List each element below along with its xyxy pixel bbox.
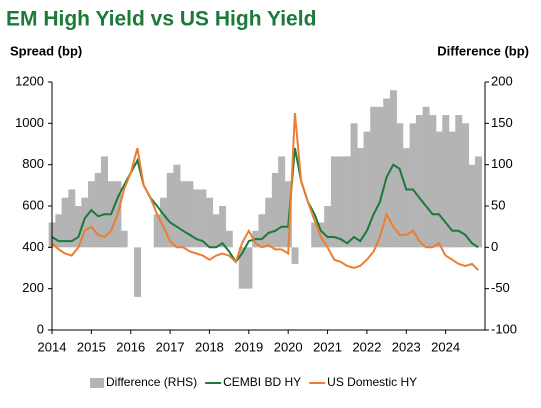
y2-tick-label: 0 <box>491 239 498 254</box>
legend-swatch <box>90 378 104 388</box>
chart-title: EM High Yield vs US High Yield <box>6 8 316 31</box>
y2-tick-label: -50 <box>491 280 510 295</box>
difference-bar <box>55 214 63 248</box>
difference-bar <box>271 172 279 248</box>
difference-bar <box>402 148 410 248</box>
difference-bar <box>134 247 142 297</box>
x-tick-label: 2018 <box>195 339 224 354</box>
difference-bar <box>324 206 332 248</box>
difference-bar <box>343 156 351 248</box>
difference-bar <box>337 156 345 248</box>
difference-bar <box>94 172 102 248</box>
difference-bar <box>409 123 417 248</box>
difference-bar <box>396 123 404 248</box>
difference-bar <box>461 123 469 248</box>
difference-bar <box>415 115 423 248</box>
difference-bar <box>186 181 194 248</box>
difference-bar <box>88 181 96 248</box>
x-tick-label: 2015 <box>77 339 106 354</box>
difference-bar <box>101 156 108 248</box>
x-tick-label: 2024 <box>431 339 460 354</box>
difference-bar <box>120 230 128 248</box>
series-line <box>51 112 480 271</box>
difference-bar <box>61 197 69 248</box>
difference-bar <box>389 90 397 248</box>
difference-bar <box>442 115 450 248</box>
difference-bar <box>245 247 253 289</box>
difference-bar <box>265 197 273 248</box>
series-line <box>51 147 479 264</box>
x-tick-label: 2017 <box>156 339 185 354</box>
legend-label: Difference (RHS) <box>106 375 197 389</box>
y2-tick-label: 150 <box>491 115 513 130</box>
difference-bar <box>422 106 430 248</box>
y-tick-label: 1200 <box>15 73 44 88</box>
x-tick-label: 2023 <box>392 339 421 354</box>
difference-bar <box>330 156 338 248</box>
difference-bar <box>225 230 233 248</box>
legend-label: CEMBI BD HY <box>223 375 301 389</box>
y-tick-label: 1000 <box>15 115 44 130</box>
difference-bar <box>455 115 463 248</box>
y2-tick-label: -100 <box>491 321 517 336</box>
x-tick-label: 2022 <box>352 339 381 354</box>
difference-bar <box>474 156 482 248</box>
difference-bar <box>206 197 214 248</box>
difference-bar <box>193 189 201 248</box>
difference-bar <box>81 197 89 248</box>
legend-label: US Domestic HY <box>327 375 417 389</box>
difference-bar <box>153 214 161 248</box>
difference-bar <box>435 131 443 248</box>
y2-tick-label: 200 <box>491 73 513 88</box>
difference-bar <box>311 222 319 248</box>
y-tick-label: 200 <box>22 280 44 295</box>
x-tick-label: 2019 <box>234 339 263 354</box>
difference-bar <box>350 123 358 248</box>
difference-bar <box>166 172 174 248</box>
difference-bar <box>376 106 384 248</box>
difference-bar <box>160 197 168 248</box>
difference-bar <box>173 164 181 248</box>
difference-bar <box>448 131 456 248</box>
difference-bar <box>238 247 246 289</box>
difference-bar <box>370 106 378 248</box>
difference-bar <box>291 247 299 264</box>
y-tick-label: 0 <box>37 321 44 336</box>
difference-bar <box>278 156 286 248</box>
y2-tick-label: 50 <box>491 197 505 212</box>
y-tick-label: 600 <box>22 197 44 212</box>
y-tick-label: 800 <box>22 156 44 171</box>
x-tick-label: 2014 <box>38 339 67 354</box>
y2-tick-label: 100 <box>491 156 513 171</box>
x-tick-label: 2021 <box>313 339 342 354</box>
difference-bar <box>179 181 187 248</box>
difference-bar <box>75 206 83 248</box>
difference-bar <box>258 214 266 248</box>
difference-bar <box>212 214 220 248</box>
difference-bar <box>68 189 76 248</box>
x-tick-label: 2020 <box>274 339 303 354</box>
difference-bar <box>219 206 227 248</box>
y-axis-title: Spread (bp) <box>10 43 82 58</box>
difference-bar <box>363 131 371 248</box>
difference-bar <box>383 98 391 248</box>
difference-bar <box>429 115 437 248</box>
difference-bar <box>356 148 364 248</box>
x-tick-label: 2016 <box>116 339 145 354</box>
y-tick-label: 400 <box>22 239 44 254</box>
y2-axis-title: Difference (bp) <box>437 43 529 58</box>
difference-bar <box>199 189 207 248</box>
difference-bar <box>468 164 476 248</box>
